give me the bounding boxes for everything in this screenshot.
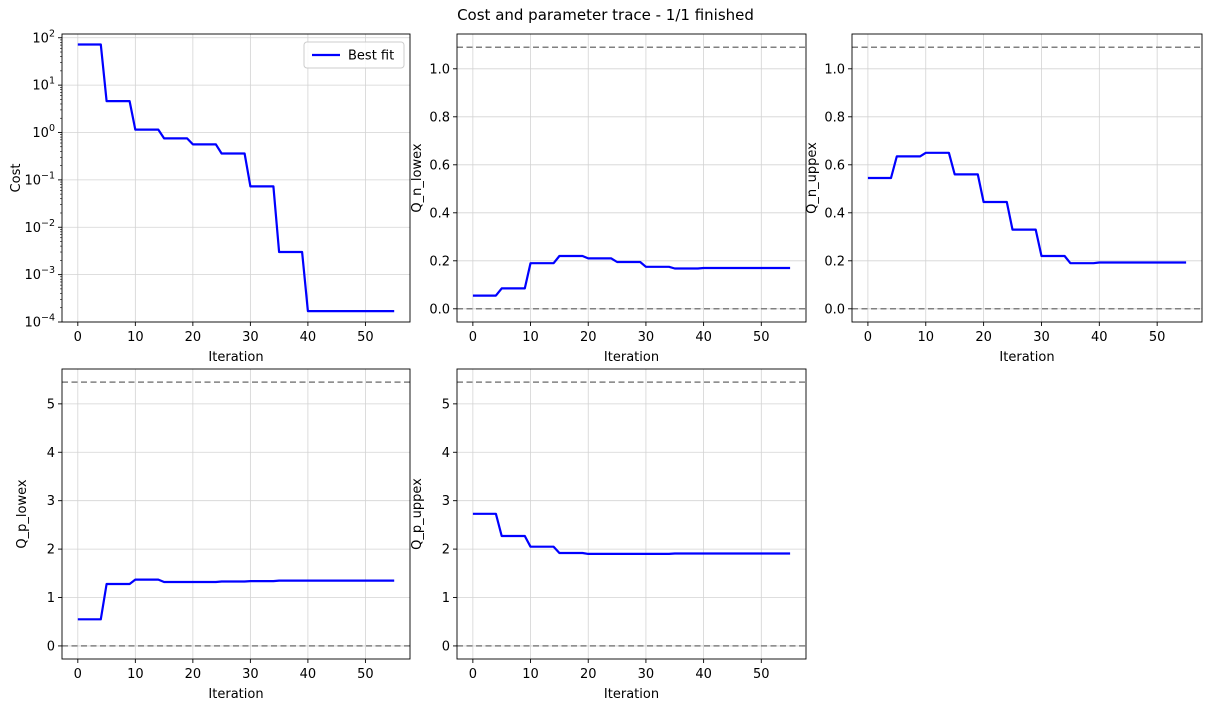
y-tick-label: 5 [442, 397, 450, 412]
y-tick-label: 0.2 [429, 254, 450, 269]
series-line [77, 578, 395, 621]
y-tick-label: 0.8 [824, 110, 845, 125]
x-tick-label: 30 [242, 330, 259, 345]
subplot-4: 0 10 20 30 40 50 0 1 2 3 4 5 Iteration Q_p_lowex [15, 368, 411, 702]
y-tick-label: 2 [442, 543, 450, 558]
y-tick-label: 10−4 [24, 313, 55, 331]
y-tick-label: 1 [47, 591, 55, 606]
axes-frame [456, 33, 807, 323]
y-tick-label: 0.4 [429, 206, 450, 221]
x-tick-label: 30 [638, 667, 655, 682]
y-tick-label: 0.6 [824, 158, 845, 173]
y-tick-label: 5 [47, 397, 55, 412]
y-tick-label: 0.0 [429, 302, 450, 317]
x-tick-label: 50 [753, 330, 770, 345]
series-line [867, 151, 1187, 265]
axes-frame [851, 33, 1203, 323]
y-tick-label: 0 [442, 639, 450, 654]
x-tick-label: 0 [469, 330, 477, 345]
y-tick-label: 0 [47, 639, 55, 654]
y-axis-label: Q_n_lowex [410, 143, 425, 212]
y-axis-label: Q_n_uppex [805, 142, 820, 214]
x-axis-label: Iteration [604, 350, 659, 365]
axes-frame [61, 368, 411, 660]
x-tick-label: 40 [695, 667, 712, 682]
x-tick-label: 40 [300, 330, 317, 345]
y-axis-label: Q_p_lowex [15, 479, 30, 548]
y-tick-label: 101 [32, 76, 55, 94]
x-tick-label: 10 [127, 330, 144, 345]
x-tick-label: 50 [357, 667, 374, 682]
y-tick-label: 0.4 [824, 206, 845, 221]
x-tick-label: 20 [580, 330, 597, 345]
x-tick-label: 10 [917, 330, 934, 345]
x-tick-label: 20 [185, 330, 202, 345]
x-tick-label: 0 [864, 330, 872, 345]
x-axis-label: Iteration [208, 350, 263, 365]
legend-label: Best fit [348, 49, 394, 64]
x-axis-label: Iteration [208, 687, 263, 702]
x-tick-label: 50 [357, 330, 374, 345]
y-tick-label: 10−2 [24, 218, 55, 236]
y-tick-label: 4 [442, 446, 450, 461]
x-tick-label: 0 [469, 667, 477, 682]
y-tick-label: 102 [32, 28, 55, 46]
x-axis-label: Iteration [604, 687, 659, 702]
y-tick-label: 1 [442, 591, 450, 606]
x-tick-label: 30 [1033, 330, 1050, 345]
x-tick-label: 40 [1091, 330, 1108, 345]
y-tick-label: 0.8 [429, 110, 450, 125]
y-tick-label: 2 [47, 543, 55, 558]
legend-box [303, 41, 405, 69]
x-tick-label: 0 [74, 330, 82, 345]
y-tick-label: 0.0 [824, 302, 845, 317]
x-tick-label: 10 [522, 330, 539, 345]
subplot-5: 0 10 20 30 40 50 0 1 2 3 4 5 Iteration Q_p_uppex [410, 368, 807, 702]
x-tick-label: 10 [522, 667, 539, 682]
y-tick-label: 100 [32, 123, 55, 141]
x-tick-label: 40 [300, 667, 317, 682]
subplot-1: 0 10 20 30 40 50 10−4 10−3 10−2 10−1 100 101 102 Iter… [9, 28, 411, 365]
x-tick-label: 30 [242, 667, 259, 682]
axes-frame [61, 33, 411, 323]
series-line [472, 512, 791, 556]
figure-title: Cost and parameter trace - 1/1 finished [457, 6, 754, 24]
series-line [472, 254, 791, 297]
y-axis-label: Q_p_uppex [410, 478, 425, 550]
y-tick-label: 3 [442, 494, 450, 509]
x-tick-label: 20 [975, 330, 992, 345]
x-tick-label: 50 [1149, 330, 1166, 345]
axes-frame [456, 368, 807, 660]
y-tick-label: 10−3 [24, 265, 55, 283]
y-tick-label: 10−1 [24, 170, 55, 188]
subplot-3: 0 10 20 30 40 50 0.0 0.2 0.4 0.6 0.8 1.0 Iteration Q_… [805, 33, 1203, 365]
y-tick-label: 4 [47, 446, 55, 461]
y-axis-label: Cost [9, 164, 24, 193]
x-tick-label: 20 [580, 667, 597, 682]
x-tick-label: 10 [127, 667, 144, 682]
y-tick-label: 0.2 [824, 254, 845, 269]
subplot-2: 0 10 20 30 40 50 0.0 0.2 0.4 0.6 0.8 1.0 Iteration Q_… [410, 33, 807, 365]
x-tick-label: 30 [638, 330, 655, 345]
y-tick-label: 3 [47, 494, 55, 509]
y-tick-label: 1.0 [429, 62, 450, 77]
y-tick-label: 0.6 [429, 158, 450, 173]
series-line [77, 43, 395, 313]
x-tick-label: 0 [74, 667, 82, 682]
x-tick-label: 50 [753, 667, 770, 682]
x-axis-label: Iteration [999, 350, 1054, 365]
y-tick-label: 1.0 [824, 62, 845, 77]
x-tick-label: 20 [185, 667, 202, 682]
x-tick-label: 40 [695, 330, 712, 345]
